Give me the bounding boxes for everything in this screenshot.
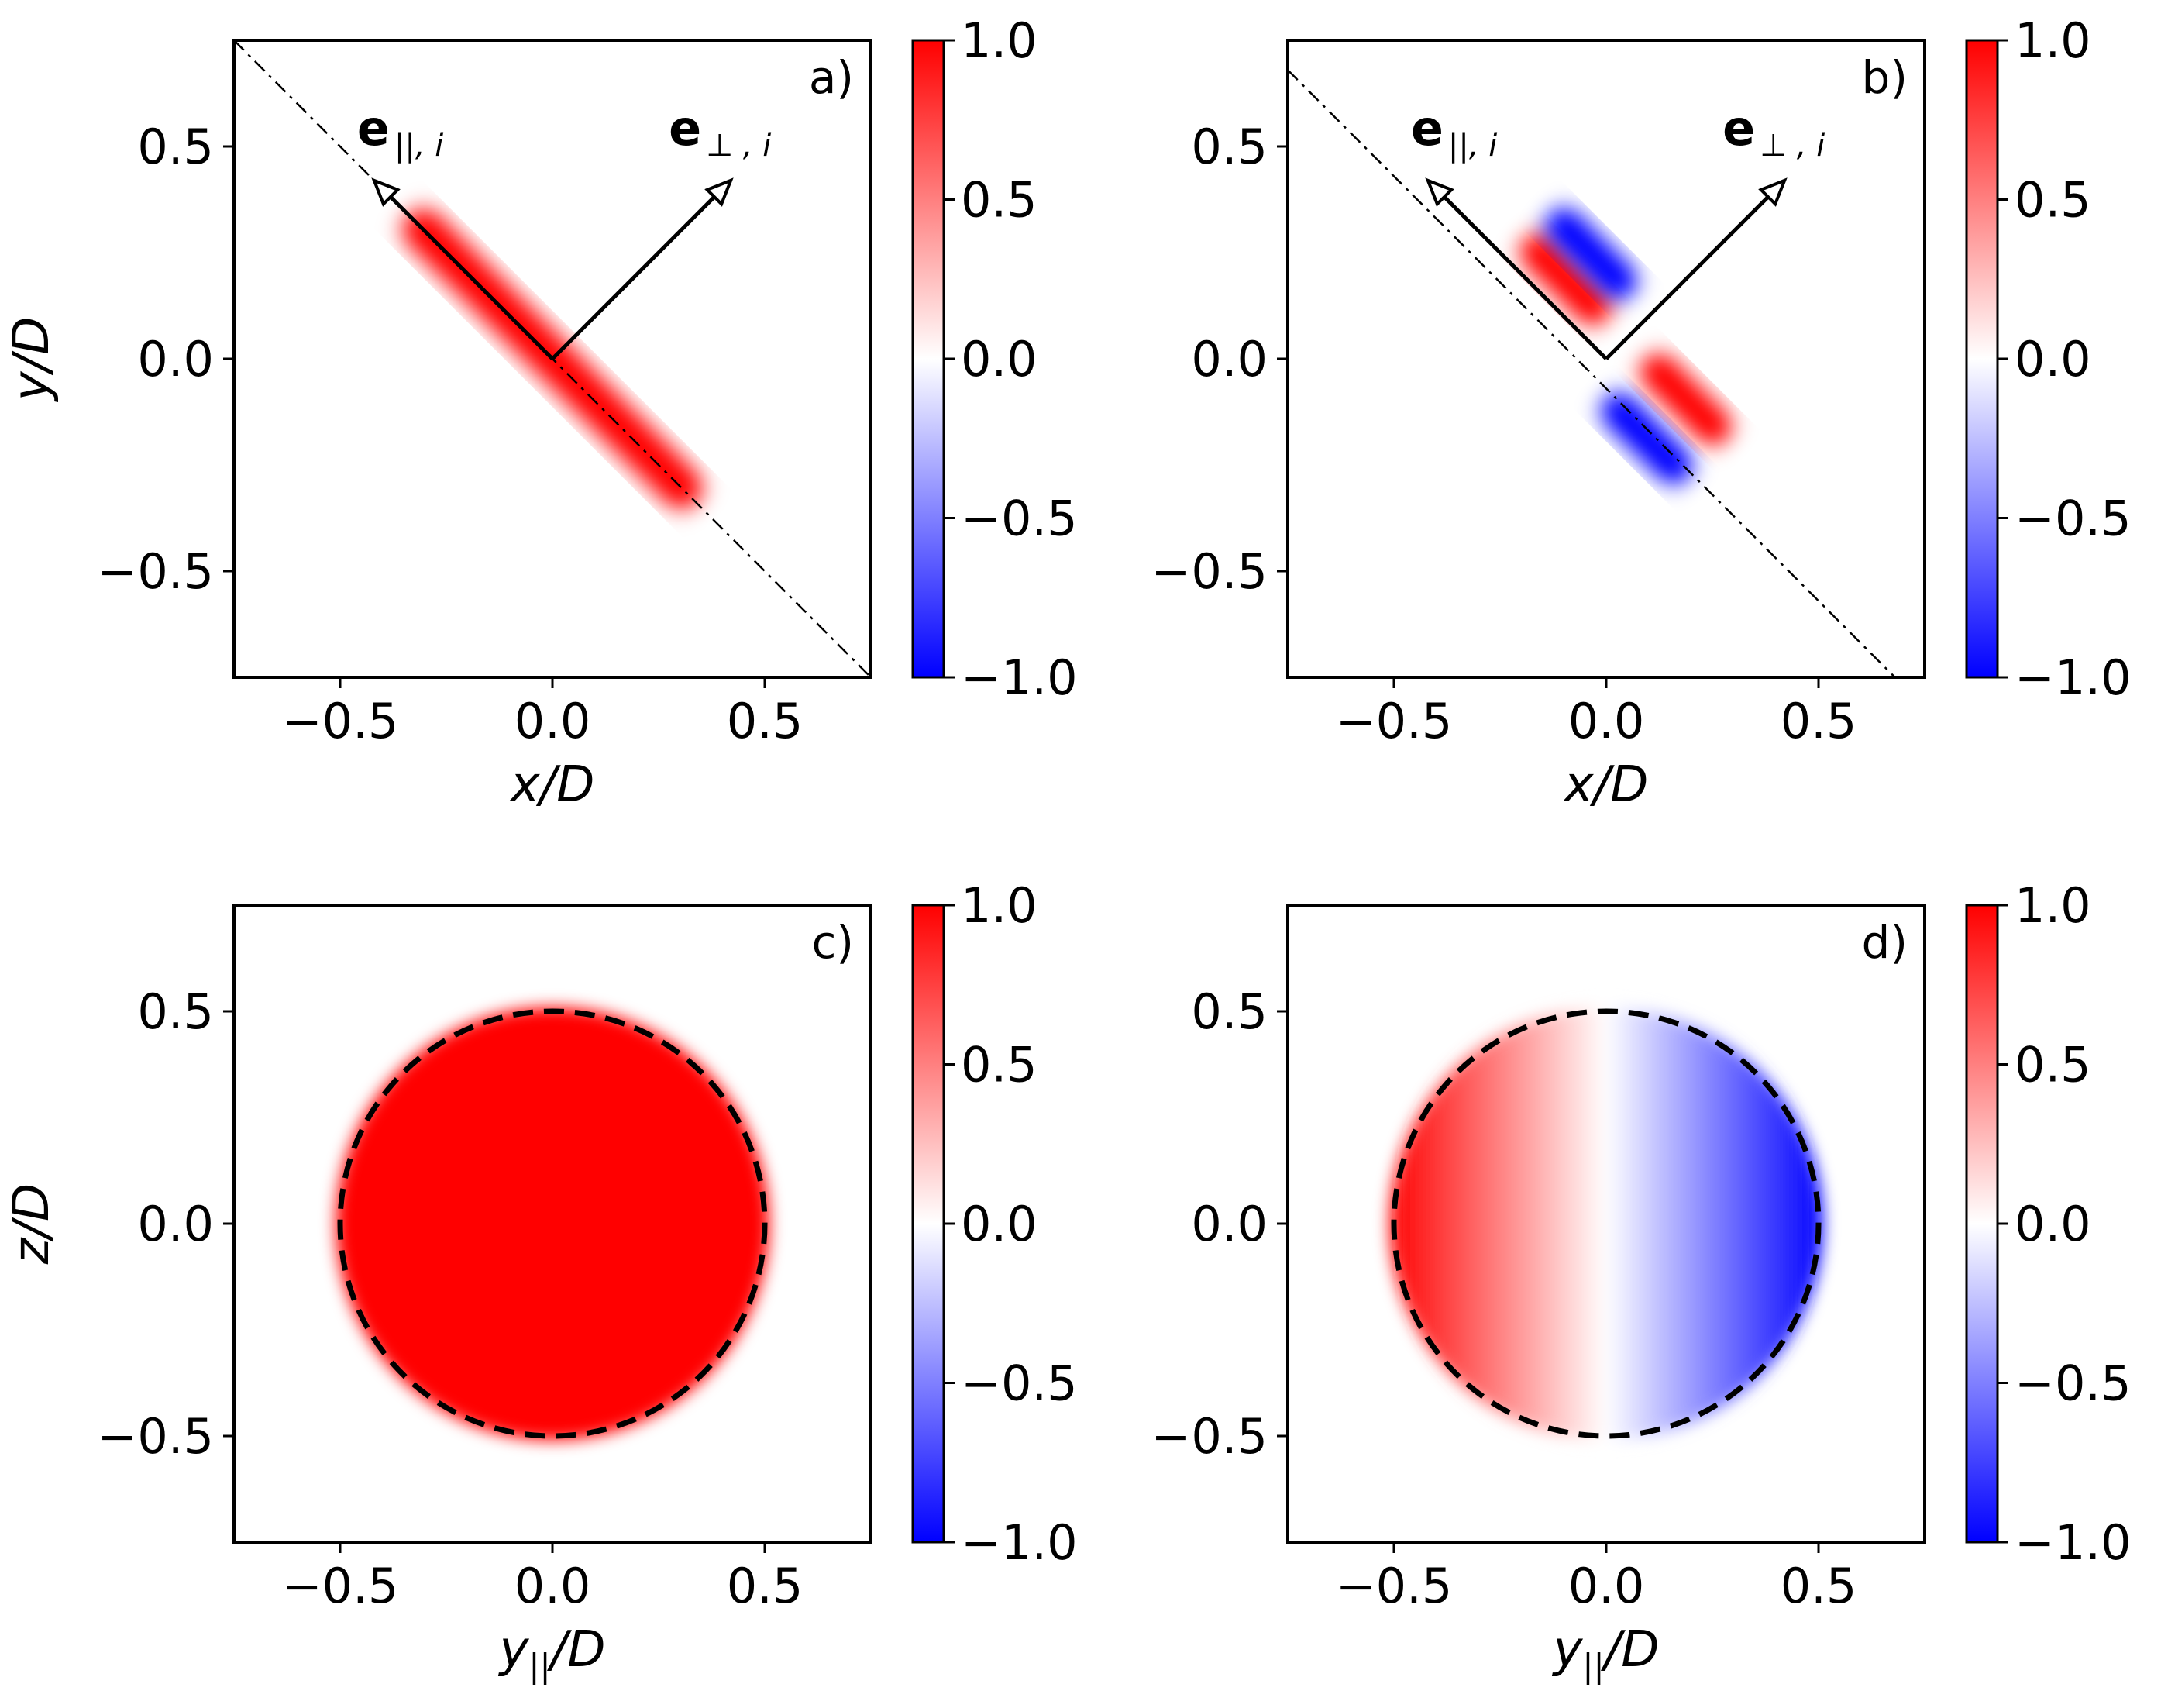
field-lobe-lower-red-group — [1640, 353, 1733, 446]
y-tick-label: 0.5 — [1191, 119, 1268, 175]
colorbar-tick-label: −1.0 — [961, 1514, 1078, 1571]
x-tick-label: −0.5 — [282, 1558, 399, 1614]
panel-d: −0.5 0.0 0.5 −0.5 0.0 0.5 y||/D d) 1.0 0.5 0.0 −0.5… — [1151, 877, 2131, 1685]
plot-area — [1288, 905, 1925, 1542]
colorbar: 1.0 0.5 0.0 −0.5 −1.0 — [1965, 877, 2132, 1571]
x-tick-label: 0.5 — [727, 1558, 803, 1614]
colorbar-tick-label: 0.5 — [2015, 172, 2091, 229]
vector-e_perp-label: e ⊥ , i — [1722, 100, 1825, 164]
x-axis-label: x/D — [1563, 756, 1649, 814]
colorbar-gradient — [1965, 904, 1999, 1544]
vector-e_parallel-shaft — [389, 195, 554, 360]
y-axis-label: y/D — [3, 317, 60, 403]
panel-label: a) — [809, 51, 854, 104]
panel-b: e ||, i e ⊥ , i −0.5 0.0 0.5 −0.5 0.0 0.5 x/D b) 1.0… — [1151, 12, 2131, 814]
x-tick-label: −0.5 — [1336, 1558, 1453, 1614]
colorbar-tick-label: 1.0 — [961, 877, 1037, 934]
colorbar-tick-label: −0.5 — [2015, 491, 2132, 547]
x-axis-label: y||/D — [1551, 1621, 1659, 1685]
field-lobe-lower-red — [1640, 353, 1733, 446]
x-tick-label: 0.0 — [1568, 1558, 1645, 1614]
vector-e_parallel-label: e ||, i — [1411, 100, 1498, 164]
y-tick-label: −0.5 — [1151, 1408, 1268, 1465]
vector-e_perp-arrowhead — [704, 177, 734, 207]
colorbar-tick-label: 0.5 — [2015, 1037, 2091, 1093]
y-tick-label: 0.5 — [1191, 983, 1268, 1040]
vector-e_perp-shaft — [1605, 195, 1770, 360]
panel-label: b) — [1862, 51, 1908, 104]
x-tick-label: 0.0 — [514, 1558, 591, 1614]
vector-e_parallel-label: e ||, i — [357, 100, 444, 164]
colorbar: 1.0 0.5 0.0 −0.5 −1.0 — [911, 12, 1078, 706]
field-lobe-lower-blue — [1600, 392, 1693, 485]
colorbar-tick-label: 0.0 — [2015, 331, 2091, 387]
x-tick-label: 0.5 — [1781, 1558, 1857, 1614]
colorbar-tick-label: 0.5 — [961, 172, 1037, 229]
reference-circle-dashed — [1391, 1008, 1822, 1439]
x-tick-label: −0.5 — [1336, 693, 1453, 749]
y-tick-label: 0.0 — [137, 331, 214, 387]
plot-area — [234, 905, 871, 1542]
x-tick-label: 0.0 — [1568, 693, 1645, 749]
field-lobe-upper-red-group — [1519, 232, 1612, 325]
x-tick-label: 0.0 — [514, 693, 591, 749]
colorbar-tick-label: 1.0 — [2015, 12, 2091, 69]
y-axis-label: z/D — [3, 1183, 60, 1265]
panel-label: d) — [1862, 916, 1908, 969]
reference-line-dashdot — [1288, 69, 1896, 677]
vector-e_parallel-arrowhead — [371, 177, 401, 207]
field-lobe-upper-blue-group — [1544, 208, 1637, 301]
reference-circle-dashed — [337, 1008, 768, 1439]
y-tick-label: −0.5 — [97, 1408, 214, 1465]
colorbar-gradient — [1965, 39, 1999, 679]
field-disk-dipole — [1389, 1007, 1823, 1441]
x-axis-label: y||/D — [497, 1621, 605, 1685]
colorbar-tick-label: −1.0 — [2015, 649, 2132, 706]
colorbar: 1.0 0.5 0.0 −0.5 −1.0 — [911, 877, 1078, 1571]
field-lobe-upper-red — [1519, 232, 1612, 325]
y-tick-label: 0.0 — [137, 1196, 214, 1252]
colorbar-tick-label: −0.5 — [961, 1355, 1078, 1412]
field-lobe-lower-blue-group — [1600, 392, 1693, 485]
panel-a: e ||, i e ⊥ , i −0.5 0.0 0.5 −0.5 0.0 0.5 x/D y/D a)… — [3, 12, 1078, 814]
panel-label: c) — [811, 916, 854, 969]
colorbar-tick-label: −0.5 — [961, 491, 1078, 547]
colorbar-gradient — [911, 39, 945, 679]
vector-e_perp-arrowhead — [1758, 177, 1788, 207]
vector-e_perp-shaft — [551, 195, 716, 360]
y-tick-label: 0.0 — [1191, 1196, 1268, 1252]
colorbar-tick-label: 0.0 — [961, 1196, 1037, 1252]
colorbar-tick-label: 0.0 — [961, 331, 1037, 387]
colorbar-tick-label: −1.0 — [961, 649, 1078, 706]
y-tick-label: 0.5 — [137, 119, 214, 175]
colorbar: 1.0 0.5 0.0 −0.5 −1.0 — [1965, 12, 2132, 706]
y-tick-label: −0.5 — [1151, 543, 1268, 600]
colorbar-tick-label: −0.5 — [2015, 1355, 2132, 1412]
colorbar-tick-label: 0.0 — [2015, 1196, 2091, 1252]
x-tick-label: −0.5 — [282, 693, 399, 749]
colorbar-tick-label: 1.0 — [2015, 877, 2091, 934]
colorbar-gradient — [911, 904, 945, 1544]
vector-e_perp-label: e ⊥ , i — [669, 100, 771, 164]
field-disk-positive — [336, 1007, 769, 1441]
x-tick-label: 0.5 — [727, 693, 803, 749]
plot-area — [1288, 40, 1925, 677]
panel-c: −0.5 0.0 0.5 −0.5 0.0 0.5 y||/D z/D c) 1.0 0.5 0.0 −… — [3, 877, 1078, 1685]
y-tick-label: 0.0 — [1191, 331, 1268, 387]
vector-e_parallel-arrowhead — [1425, 177, 1454, 207]
y-tick-label: −0.5 — [97, 543, 214, 600]
x-axis-label: x/D — [509, 756, 595, 814]
x-tick-label: 0.5 — [1781, 693, 1857, 749]
y-tick-label: 0.5 — [137, 983, 214, 1040]
colorbar-tick-label: 1.0 — [961, 12, 1037, 69]
field-lobe-upper-blue — [1544, 208, 1637, 301]
vector-e_parallel-shaft — [1443, 195, 1608, 360]
colorbar-tick-label: −1.0 — [2015, 1514, 2132, 1571]
colorbar-tick-label: 0.5 — [961, 1037, 1037, 1093]
